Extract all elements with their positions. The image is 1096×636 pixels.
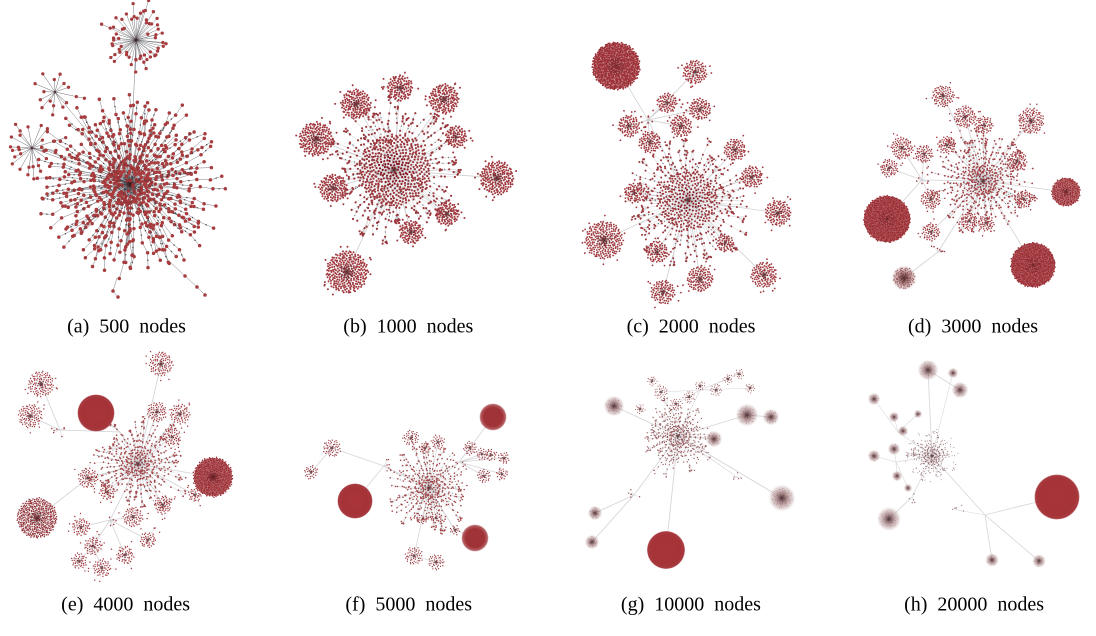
svg-text:(f) 5000 nodes: (f) 5000 nodes (345, 593, 472, 615)
svg-text:(d) 3000 nodes: (d) 3000 nodes (908, 316, 1038, 338)
svg-text:(g) 10000 nodes: (g) 10000 nodes (621, 593, 761, 615)
svg-text:(e) 4000 nodes: (e) 4000 nodes (61, 593, 190, 615)
svg-text:(c) 2000 nodes: (c) 2000 nodes (627, 316, 756, 338)
svg-text:(b) 1000 nodes: (b) 1000 nodes (343, 316, 473, 338)
svg-text:(a) 500 nodes: (a) 500 nodes (67, 316, 186, 338)
svg-text:(h) 20000 nodes: (h) 20000 nodes (904, 593, 1044, 615)
